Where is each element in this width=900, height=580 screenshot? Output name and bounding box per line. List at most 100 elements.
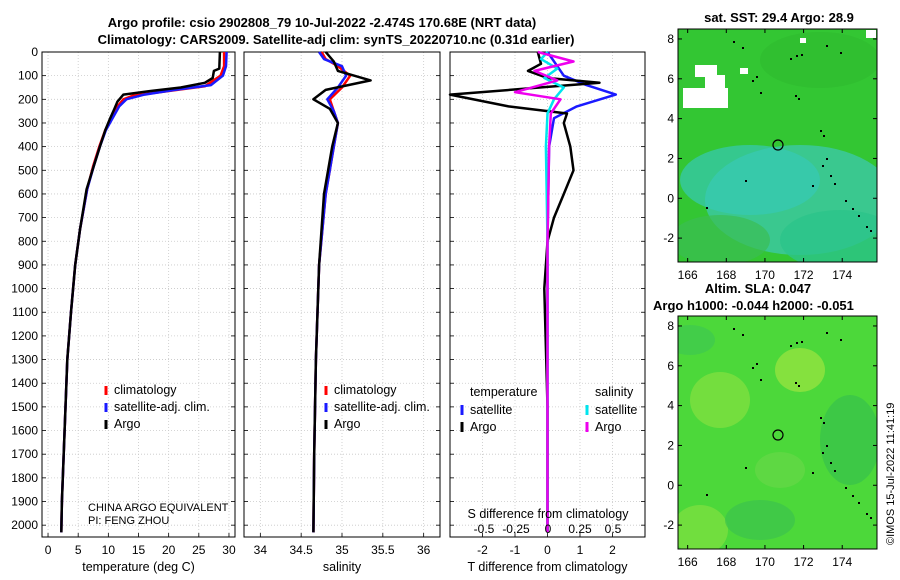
island-speck [796,55,798,57]
series-line-temperature-satellite [546,51,618,533]
depth-tick-label: 1100 [12,305,38,319]
x-tick-label: 30 [222,543,236,557]
map-y-tick-label: 6 [667,359,674,373]
panel-note: PI: FENG ZHOU [88,515,169,527]
island-speck [812,185,814,187]
island-speck [801,341,803,343]
series-line-salinity-argo [513,50,575,533]
island-speck [745,180,747,182]
map-x-tick-label: 174 [832,268,852,282]
island-speck [798,385,800,387]
x-tick-label: 5 [75,543,82,557]
sst-map-field [678,29,877,262]
island-speck [858,502,860,504]
depth-tick-label: 500 [18,163,38,177]
island-speck [756,363,758,365]
series-line-salinity-satellite [539,51,566,533]
depth-tick-label: 1500 [11,400,38,414]
island-speck [852,495,854,497]
island-speck [834,470,836,472]
island-speck [798,98,800,100]
island-speck [733,328,735,330]
depth-tick-label: 900 [18,258,38,272]
depth-tick-label: 800 [18,234,38,248]
depth-tick-label: 1400 [11,376,38,390]
axes-frame [243,51,441,538]
legend-label: satellite [595,403,637,417]
x-tick-label: -1 [510,543,521,557]
legend-label: Argo [470,420,496,434]
island-speck [745,467,747,469]
map-y-tick-label: 4 [667,112,674,126]
x2-tick-label: 0 [545,522,552,536]
map-x-tick-label: 174 [832,555,852,569]
map-y-tick-label: 2 [667,151,674,165]
depth-tick-label: 100 [18,69,38,83]
map-y-tick-label: 2 [667,438,674,452]
depth-tick-label: 700 [18,211,38,225]
legend-label: satellite-adj. clim. [334,400,430,414]
island-speck [820,417,822,419]
map-x-tick-label: 170 [755,555,775,569]
island-speck [733,41,735,43]
depth-tick-label: 600 [18,187,38,201]
depth-tick-label: 300 [18,116,38,130]
island-speck [752,80,754,82]
x-tick-label: 0 [544,543,551,557]
island-speck [866,513,868,515]
sst-argo-marker [772,139,784,151]
depth-tick-label: 1000 [11,282,38,296]
island-speck [845,487,847,489]
map-y-tick-label: 0 [667,191,674,205]
island-speck [706,494,708,496]
x-tick-label: 10 [102,543,116,557]
axes-frame [41,51,236,538]
depth-tick-label: 1300 [11,353,38,367]
island-speck [742,334,744,336]
sla-map-subtitle: Argo h1000: -0.044 h2000: -0.051 [653,298,854,313]
sla-map: Altim. SLA: 0.047 Argo h1000: -0.044 h20… [653,281,878,569]
legend-label: Argo [595,420,621,434]
x-tick-label: 36 [417,543,431,557]
x-tick-label: 20 [162,543,176,557]
depth-tick-label: 200 [18,92,38,106]
island-speck [858,215,860,217]
island-speck [801,54,803,56]
series-line-temperature-argo [448,51,601,533]
panel-note: CHINA ARGO EQUIVALENT [88,502,229,514]
map-x-tick-label: 172 [794,268,814,282]
island-speck [796,342,798,344]
map-y-tick-label: 0 [667,478,674,492]
x-tick-label: 2 [609,543,616,557]
x-axis-label: T difference from climatology [467,560,628,574]
island-speck [870,230,872,232]
title-line-2: Climatology: CARS2009. Satellite-adj cli… [98,32,575,47]
map-y-tick-label: -2 [663,231,674,245]
legend-label: satellite-adj. clim. [114,400,210,414]
map-x-tick-label: 170 [755,268,775,282]
series-line-satellite-adj-clim- [60,51,228,533]
island-speck [826,158,828,160]
map-y-tick-label: 8 [667,32,674,46]
depth-tick-label: 1900 [11,495,38,509]
depth-tick-label: 1200 [11,329,38,343]
sla-map-coastlines [706,328,872,519]
map-x-tick-label: 166 [678,268,698,282]
legend-label: climatology [334,383,397,397]
depth-tick-label: 400 [18,140,38,154]
x-tick-label: 15 [132,543,146,557]
island-speck [830,175,832,177]
panel-salinity: 34 34.5 35 35.5 36 salinity climatology satelli… [243,51,441,574]
panel-difference: -2 -1 0 1 2 T difference from climatology temp… [448,50,646,574]
sst-map-coastlines [706,41,872,232]
x2-tick-label: -0.25 [502,522,530,536]
x-tick-label: 35 [335,543,349,557]
depth-tick-label: 1600 [11,424,38,438]
island-speck [845,200,847,202]
map-y-tick-label: 6 [667,72,674,86]
x-tick-label: 35.5 [371,543,395,557]
island-speck [706,207,708,209]
imos-credit: ©IMOS 15-Jul-2022 11:41:19 [885,403,897,545]
profile-panels: 0100200300400500600700800900100011001200… [11,45,646,574]
